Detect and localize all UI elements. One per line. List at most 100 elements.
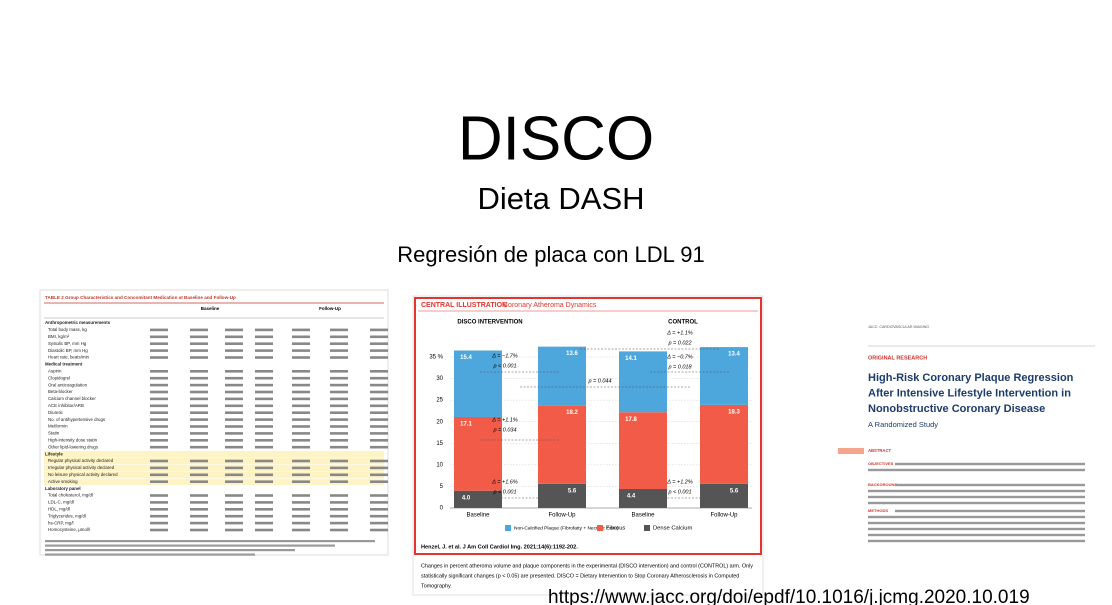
row-label: Total cholesterol, mg/dl bbox=[48, 493, 93, 498]
paper-title: High-Risk Coronary Plaque Regression bbox=[868, 372, 1074, 384]
cell-text bbox=[255, 501, 273, 504]
cell-text bbox=[190, 342, 208, 345]
cell-text bbox=[370, 514, 388, 518]
cell-text bbox=[190, 418, 208, 421]
cell-text bbox=[330, 514, 348, 518]
cell-text bbox=[150, 466, 168, 470]
cell-text bbox=[292, 376, 310, 380]
value-label: 5.6 bbox=[568, 488, 577, 494]
cell-text bbox=[225, 383, 243, 387]
bar-segment bbox=[700, 347, 748, 405]
value-label: 4.0 bbox=[462, 495, 471, 501]
illustration-header: CENTRAL ILLUSTRATION bbox=[421, 302, 507, 309]
paper-subtitle: A Randomized Study bbox=[868, 420, 938, 429]
cell-text bbox=[150, 404, 168, 408]
annotation: p = 0.022 bbox=[667, 340, 691, 346]
cell-text bbox=[225, 404, 243, 408]
row-label: Anthropometric measurements bbox=[45, 320, 111, 325]
cell-text bbox=[292, 480, 310, 483]
abstract-bar bbox=[838, 448, 864, 454]
cell-text bbox=[150, 439, 168, 442]
cell-text bbox=[150, 473, 168, 477]
cell-text bbox=[150, 356, 168, 359]
cell-text bbox=[150, 459, 168, 463]
cell-text bbox=[370, 376, 388, 380]
abstract: ABSTRACT bbox=[868, 448, 891, 453]
cell-text bbox=[225, 494, 243, 497]
cell-text bbox=[370, 335, 388, 339]
row-label: No. of antihypertensive drugs bbox=[48, 417, 106, 422]
annotation: p < 0.001 bbox=[492, 363, 516, 369]
cell-text bbox=[370, 480, 388, 483]
row-label: No leisure physical activity declared bbox=[48, 472, 118, 477]
cell-text bbox=[330, 418, 348, 421]
highlight bbox=[44, 478, 384, 485]
x-tick-label: Baseline bbox=[631, 513, 655, 519]
row-label: Oral anticoagulation bbox=[48, 382, 88, 387]
cell-text bbox=[225, 528, 243, 532]
paper-title: Nonobstructive Coronary Disease bbox=[868, 403, 1045, 415]
y-tick-label: 20 bbox=[436, 419, 443, 425]
cell-text bbox=[225, 432, 243, 435]
cell-text bbox=[255, 342, 273, 345]
y-tick-label: 10 bbox=[436, 462, 443, 468]
cell-text bbox=[255, 494, 273, 497]
cell-text bbox=[255, 521, 273, 525]
annotation: p = 0.044 bbox=[587, 378, 611, 384]
cell-text bbox=[292, 459, 310, 463]
paper-heading: OBJECTIVES bbox=[868, 461, 894, 466]
cell-text bbox=[370, 349, 388, 352]
cell-text bbox=[255, 328, 273, 332]
cell-text bbox=[150, 397, 168, 401]
cell-text bbox=[370, 404, 388, 408]
cell-text bbox=[255, 473, 273, 477]
row-label: Other lipid-lowering drugs bbox=[48, 444, 99, 449]
cell-text bbox=[150, 335, 168, 339]
caption: Tomography. bbox=[421, 583, 452, 589]
y-tick-label: 15 bbox=[436, 441, 443, 447]
cell-text bbox=[225, 445, 243, 449]
cell-text bbox=[330, 342, 348, 345]
annotation: Δ = −1.7% bbox=[491, 353, 518, 359]
footnote-text bbox=[45, 553, 255, 556]
bar-segment bbox=[619, 412, 667, 490]
cell-text bbox=[190, 508, 208, 511]
cell-text bbox=[225, 466, 243, 470]
cell-text bbox=[292, 397, 310, 401]
row-label: Beta-blocker bbox=[48, 389, 73, 394]
cell-text bbox=[190, 328, 208, 332]
slide-subtitle: Dieta DASH bbox=[477, 181, 644, 216]
cell-text bbox=[330, 501, 348, 504]
x-tick-label: Baseline bbox=[466, 513, 490, 519]
row-label: HDL, mg/dl bbox=[48, 506, 70, 511]
row-label: BMI, kg/m² bbox=[48, 334, 70, 339]
cell-text bbox=[370, 356, 388, 359]
paper-text bbox=[868, 521, 1085, 525]
cell-text bbox=[150, 418, 168, 421]
row-label: ACE inhibitor/ARB bbox=[48, 403, 84, 408]
cell-text bbox=[225, 390, 243, 394]
table-image bbox=[39, 289, 389, 556]
cell-text bbox=[190, 356, 208, 359]
annotation: Δ = +1.1% bbox=[491, 417, 518, 423]
cell-text bbox=[370, 445, 388, 449]
cell-text bbox=[330, 411, 348, 414]
footnote-text bbox=[45, 544, 335, 547]
cell-text bbox=[370, 411, 388, 414]
cell-text bbox=[190, 445, 208, 449]
cell-text bbox=[330, 445, 348, 449]
bar-segment bbox=[454, 350, 502, 417]
cell-text bbox=[370, 501, 388, 504]
bar-segment bbox=[700, 483, 748, 508]
y-tick-label: 5 bbox=[440, 484, 444, 490]
row-label: Diastolic BP, mm Hg bbox=[48, 348, 88, 353]
cell-text bbox=[330, 390, 348, 394]
bar-segment bbox=[454, 490, 502, 508]
cell-text bbox=[370, 383, 388, 387]
cell-text bbox=[292, 342, 310, 345]
col-head: Baseline bbox=[201, 306, 220, 311]
cell-text bbox=[292, 356, 310, 359]
cell-text bbox=[292, 439, 310, 442]
cell-text bbox=[150, 390, 168, 394]
cell-text bbox=[292, 473, 310, 477]
